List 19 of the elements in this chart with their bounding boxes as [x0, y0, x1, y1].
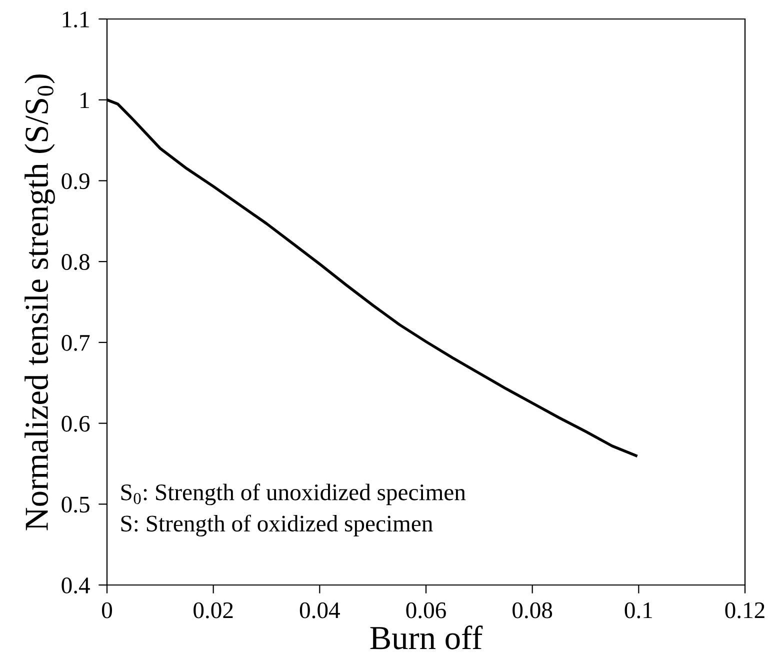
x-tick-label: 0.04 [300, 602, 340, 618]
x-tick-label: 0.02 [194, 602, 233, 618]
x-tick-label: 0.06 [406, 602, 446, 618]
y-axis-title: Normalized tensile strength (S/S$_{0}$) [24, 74, 55, 530]
y-tick-label: 0.6 [62, 416, 90, 432]
y-tick-label: 0.5 [62, 496, 90, 513]
x-tick-label: 0.12 [725, 602, 764, 618]
y-tick-label: 0.7 [62, 334, 90, 351]
annotation: S: Strength of oxidized specimen [121, 514, 433, 536]
x-tick-label: 0 [102, 602, 112, 618]
y-tick-label: 1 [80, 92, 89, 108]
annotation: S$_{0}$: Strength of unoxidized specimen [121, 483, 466, 506]
y-tick-label: 0.9 [62, 173, 90, 190]
x-tick-label: 0.08 [512, 602, 552, 618]
y-tick-label: 1.1 [62, 12, 89, 28]
y-tick-label: 0.8 [62, 254, 90, 270]
y-tick-label: 0.4 [62, 577, 90, 594]
x-tick-label: 0.1 [624, 602, 652, 618]
x-axis-title: Burn off [370, 626, 483, 650]
